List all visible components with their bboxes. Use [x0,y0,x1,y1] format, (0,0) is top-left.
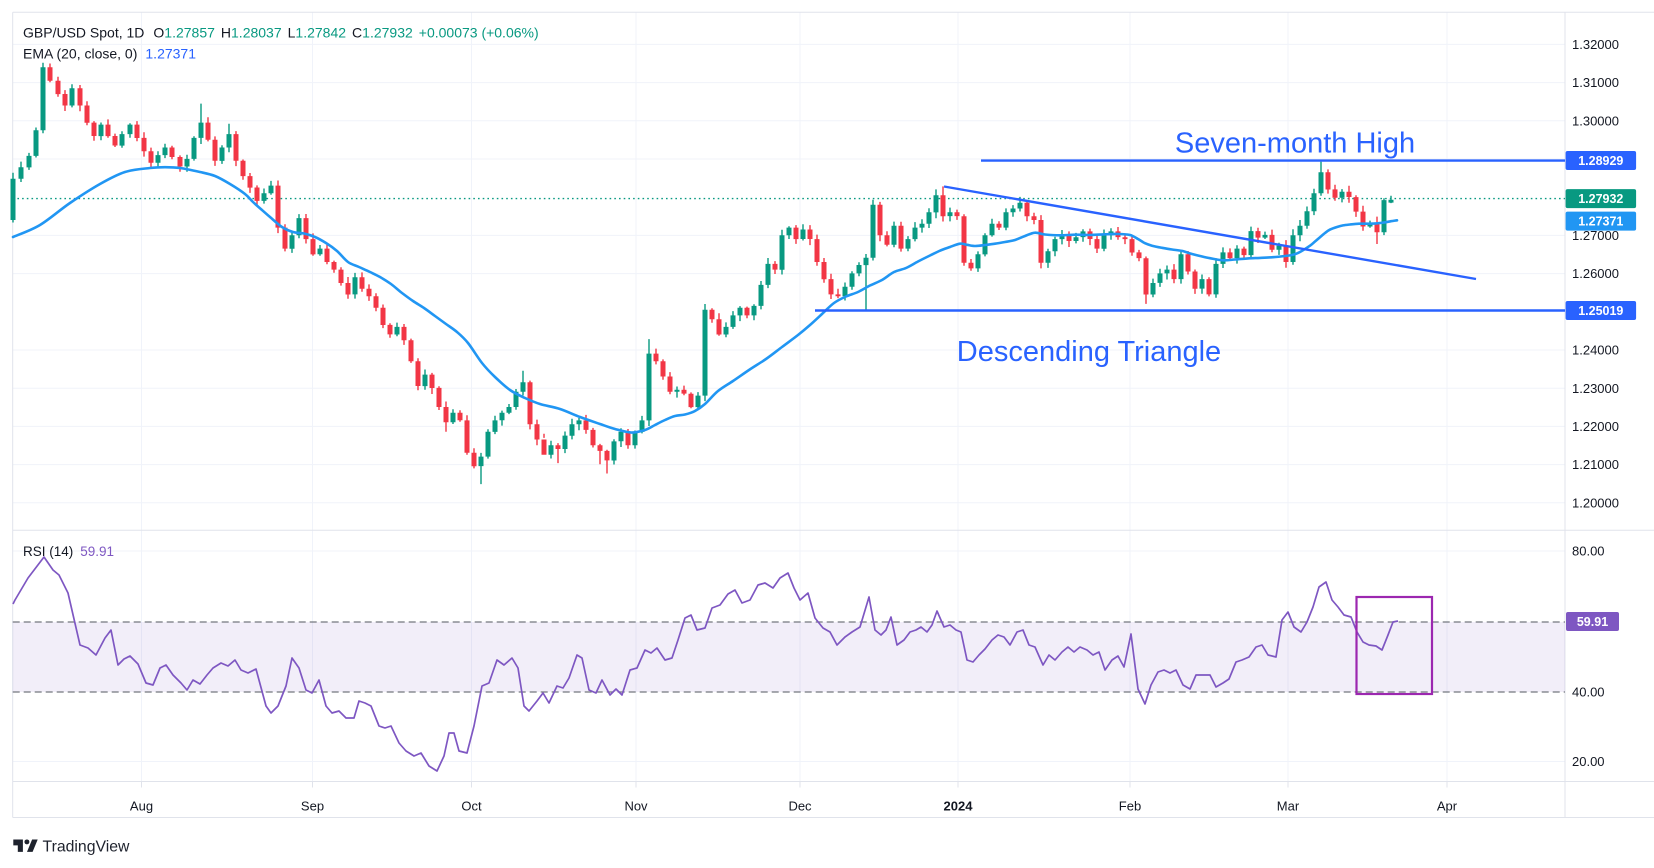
svg-text:20.00: 20.00 [1572,754,1605,769]
svg-text:Mar: Mar [1277,799,1300,814]
svg-text:1.22000: 1.22000 [1572,419,1619,434]
svg-text:59.91: 59.91 [1577,615,1608,629]
svg-text:1.30000: 1.30000 [1572,113,1619,128]
svg-text:1.24000: 1.24000 [1572,343,1619,358]
svg-text:1.31000: 1.31000 [1572,75,1619,90]
svg-text:2024: 2024 [944,799,974,814]
svg-text:TradingView: TradingView [43,839,131,856]
svg-text:Feb: Feb [1119,799,1141,814]
svg-text:1.28929: 1.28929 [1578,154,1623,168]
svg-text:Descending Triangle: Descending Triangle [957,336,1221,368]
svg-text:40.00: 40.00 [1572,685,1605,700]
svg-text:Apr: Apr [1437,799,1458,814]
svg-text:Aug: Aug [130,799,153,814]
svg-text:Nov: Nov [624,799,648,814]
svg-text:Oct: Oct [461,799,482,814]
svg-text:1.23000: 1.23000 [1572,381,1619,396]
svg-text:Dec: Dec [788,799,812,814]
svg-text:EMA (20, close, 0)1.27371: EMA (20, close, 0) 1.27371 [23,46,196,62]
svg-text:Sep: Sep [301,799,324,814]
svg-text:RSI (14)59.91: RSI (14) 59.91 [23,544,114,559]
svg-text:1.32000: 1.32000 [1572,37,1619,52]
svg-text:1.26000: 1.26000 [1572,266,1619,281]
svg-text:1.25019: 1.25019 [1578,304,1623,318]
svg-text:1.27000: 1.27000 [1572,228,1619,243]
svg-text:80.00: 80.00 [1572,544,1605,559]
svg-text:1.21000: 1.21000 [1572,457,1619,472]
svg-text:1.20000: 1.20000 [1572,495,1619,510]
svg-text:1.27932: 1.27932 [1578,192,1623,206]
svg-text:Seven-month High: Seven-month High [1175,128,1415,160]
svg-text:1.27371: 1.27371 [1578,214,1623,228]
